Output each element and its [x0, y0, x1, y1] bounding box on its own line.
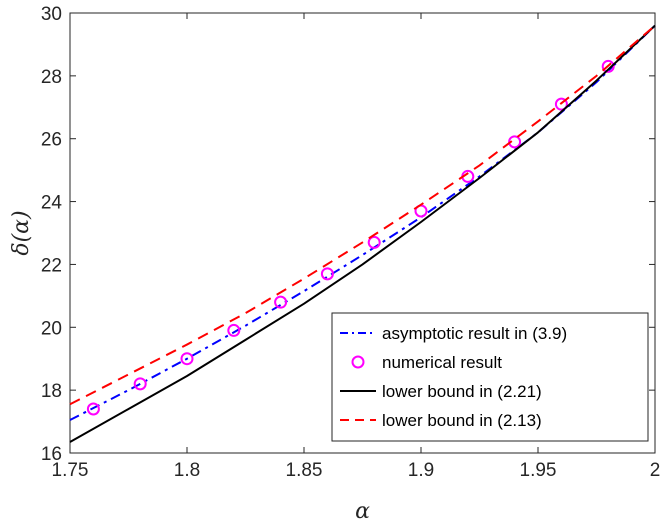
- axis-ticks: 1.75 1.8 1.85 1.9 1.95 2 16 18 20 22 24 26 28 30: [41, 4, 660, 481]
- legend: asymptotic result in (3.9) numerical resu…: [331, 312, 649, 442]
- data-point: [133, 377, 147, 391]
- y-tick-label: 24: [41, 193, 63, 214]
- legend-entry: asymptotic result in (3.9): [382, 324, 567, 343]
- data-point: [320, 267, 334, 281]
- series-layer: [69, 24, 656, 443]
- y-tick-label: 30: [41, 4, 62, 25]
- series-line: [69, 24, 656, 406]
- series-line: [69, 24, 656, 443]
- y-tick-label: 26: [41, 130, 62, 151]
- x-tick-label: 1.95: [520, 460, 557, 481]
- data-point: [227, 323, 241, 337]
- x-axis-label: α: [355, 499, 370, 524]
- x-tick-label: 1.8: [174, 460, 200, 481]
- x-tick-label: 1.75: [52, 460, 89, 481]
- data-point: [86, 402, 100, 416]
- y-tick-label: 20: [41, 318, 62, 339]
- data-point: [180, 352, 194, 366]
- series-2: [69, 24, 656, 443]
- series-3: [69, 24, 656, 406]
- data-point: [274, 295, 288, 309]
- series-1: [86, 59, 615, 416]
- legend-marker: [351, 355, 365, 369]
- x-tick-label: 1.9: [408, 460, 434, 481]
- y-tick-label: 18: [41, 381, 62, 402]
- data-point: [508, 135, 522, 149]
- legend-entry: numerical result: [382, 353, 502, 372]
- legend-entry: lower bound in (2.13): [382, 411, 542, 430]
- y-axis-label: δ(α): [9, 210, 34, 255]
- legend-box: [331, 312, 649, 442]
- x-tick-label: 2: [650, 460, 661, 481]
- data-point: [601, 59, 615, 73]
- data-point: [554, 97, 568, 111]
- data-point: [367, 235, 381, 249]
- legend-entry: lower bound in (2.21): [382, 382, 542, 401]
- y-tick-label: 28: [41, 67, 62, 88]
- y-tick-label: 22: [41, 255, 62, 276]
- y-tick-label: 16: [41, 444, 62, 465]
- x-tick-label: 1.85: [286, 460, 323, 481]
